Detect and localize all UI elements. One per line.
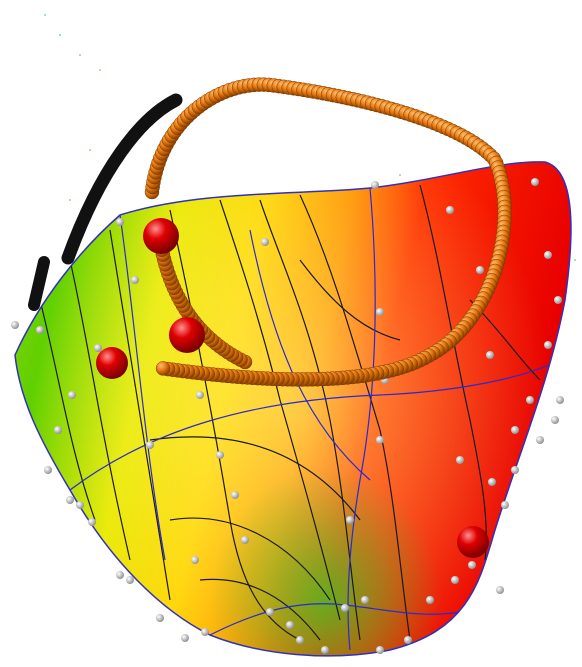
gray-point	[11, 321, 19, 329]
gray-point	[554, 296, 562, 304]
gray-point	[451, 576, 459, 584]
trace-dot	[59, 34, 61, 36]
red-marker	[143, 218, 179, 254]
gray-point	[88, 518, 96, 526]
gray-point	[496, 586, 504, 594]
low-zone	[0, 0, 582, 667]
gray-point	[361, 596, 369, 604]
trace-dot	[69, 199, 71, 201]
gray-point	[261, 238, 269, 246]
gray-point	[426, 596, 434, 604]
gray-point	[231, 491, 239, 499]
trace-dot	[89, 149, 91, 151]
gray-point	[286, 621, 294, 629]
gray-point	[511, 426, 519, 434]
gray-point	[556, 396, 564, 404]
gray-point	[468, 561, 476, 569]
trace-dot	[99, 69, 101, 71]
gray-point	[146, 441, 154, 449]
gray-point	[511, 466, 519, 474]
gray-point	[76, 501, 84, 509]
gray-point	[201, 628, 209, 636]
gray-point	[116, 218, 124, 226]
gray-point	[196, 391, 204, 399]
gray-point	[44, 466, 52, 474]
gray-point	[476, 266, 484, 274]
gray-point	[376, 436, 384, 444]
gray-point	[181, 634, 189, 642]
gray-point	[68, 391, 76, 399]
gray-point	[526, 396, 534, 404]
gray-point	[94, 344, 102, 352]
gray-point	[346, 516, 354, 524]
gray-point	[266, 608, 274, 616]
page: {}	[0, 0, 582, 667]
gray-point	[456, 456, 464, 464]
red-marker	[96, 347, 128, 379]
surface	[0, 0, 582, 667]
gray-point	[371, 181, 379, 189]
gray-point	[488, 478, 496, 486]
gray-point	[116, 571, 124, 579]
gray-point	[66, 496, 74, 504]
gray-point	[486, 351, 494, 359]
gray-point	[531, 178, 539, 186]
gray-point	[156, 614, 164, 622]
gray-point	[501, 501, 509, 509]
gray-point	[551, 416, 559, 424]
gray-point	[404, 636, 412, 644]
gray-point	[376, 646, 384, 654]
gray-point	[341, 604, 349, 612]
gray-point	[216, 451, 224, 459]
gray-point	[36, 326, 44, 334]
black-catheter-tip	[34, 262, 44, 305]
trace-dot	[574, 259, 576, 261]
gray-point	[544, 251, 552, 259]
trace-dot	[44, 14, 46, 16]
bead	[156, 361, 170, 375]
gray-point	[536, 436, 544, 444]
gray-point	[446, 206, 454, 214]
gray-point	[296, 636, 304, 644]
trace-dot	[79, 54, 81, 56]
gray-point	[241, 536, 249, 544]
red-marker	[169, 317, 205, 353]
trace-dot	[399, 174, 401, 176]
gray-point	[376, 308, 384, 316]
render-view	[0, 0, 582, 667]
red-marker	[457, 526, 489, 558]
gray-point	[54, 426, 62, 434]
gray-point	[126, 576, 134, 584]
gray-point	[131, 276, 139, 284]
gray-point	[191, 556, 199, 564]
gray-point	[544, 341, 552, 349]
surface-detail	[0, 0, 582, 667]
gray-point	[321, 646, 329, 654]
